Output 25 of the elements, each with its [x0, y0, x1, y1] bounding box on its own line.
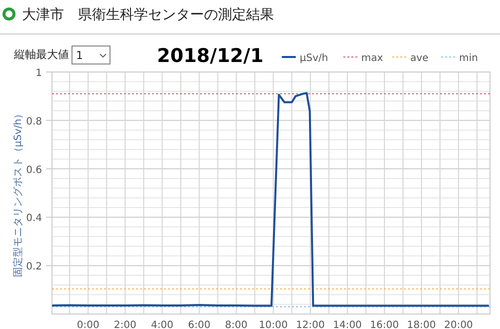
y-tick-label: 0.4 [26, 213, 42, 224]
x-tick-label: 0:00 [76, 320, 100, 329]
text: 縦軸最大値 [13, 48, 69, 61]
x-tick-label: 12:00 [296, 320, 325, 329]
chart-subtitle: 2018/12/1 [157, 45, 264, 67]
x-tick-label: 14:00 [332, 320, 362, 329]
y-tick-label: 0.6 [26, 164, 42, 176]
y-tick-label: 1 [36, 68, 42, 79]
text: 1 [76, 49, 83, 62]
legend-label: ave [410, 53, 428, 64]
x-tick-label: 10:00 [258, 320, 288, 329]
x-tick-label: 8:00 [225, 320, 248, 329]
legend-label: min [459, 53, 478, 64]
x-tick-label: 18:00 [407, 320, 436, 329]
y-axis-title: 固定型モニタリングポスト（μSv/h） [12, 108, 24, 278]
x-tick-label: 20:00 [444, 320, 473, 329]
chart-title: 大津市 県衛生科学センターの測定結果 [22, 7, 274, 23]
x-tick-label: 16:00 [370, 320, 399, 329]
legend-label: max [361, 53, 384, 64]
x-tick-label: 2:00 [114, 320, 136, 329]
y-tick-label: 0.2 [26, 262, 42, 273]
legend-label: μSv/h [300, 53, 328, 64]
y-tick-label: 0.8 [26, 116, 42, 128]
x-tick-label: 6:00 [188, 320, 210, 329]
x-tick-label: 4:00 [150, 320, 174, 329]
